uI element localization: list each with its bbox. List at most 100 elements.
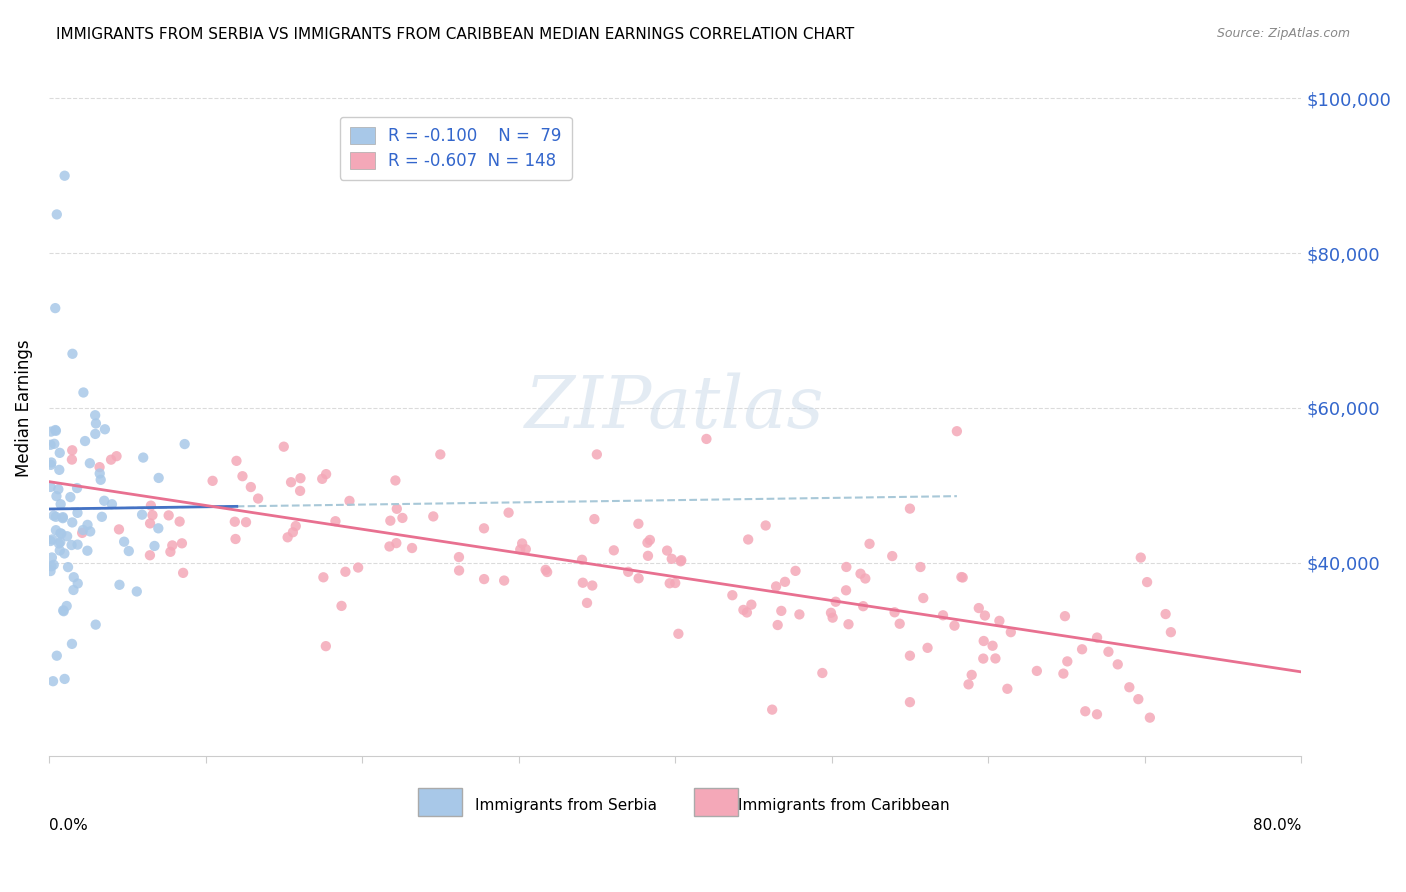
Point bbox=[170, 536, 193, 550]
Point bbox=[1053, 609, 1076, 624]
Point bbox=[42, 558, 65, 572]
Point bbox=[45, 489, 67, 503]
Point bbox=[76, 517, 98, 532]
Point bbox=[48, 536, 70, 550]
Point bbox=[509, 542, 531, 557]
Point bbox=[49, 497, 72, 511]
Point bbox=[72, 385, 94, 400]
Point bbox=[52, 510, 75, 524]
Point bbox=[335, 565, 357, 579]
Point bbox=[60, 443, 83, 458]
Point bbox=[669, 554, 692, 568]
Point bbox=[627, 516, 650, 531]
Point bbox=[1074, 704, 1097, 718]
Point bbox=[837, 617, 859, 632]
Point bbox=[378, 540, 401, 554]
Point bbox=[172, 566, 194, 580]
Point bbox=[984, 651, 1007, 665]
Point bbox=[755, 518, 778, 533]
Point bbox=[972, 651, 994, 665]
Point bbox=[765, 579, 787, 593]
Point bbox=[59, 490, 82, 504]
Point bbox=[41, 559, 63, 574]
Point bbox=[385, 501, 408, 516]
Point bbox=[721, 588, 744, 602]
Point bbox=[39, 438, 62, 452]
Text: Immigrants from Caribbean: Immigrants from Caribbean bbox=[738, 797, 949, 813]
Point bbox=[311, 472, 333, 486]
Point bbox=[284, 519, 307, 533]
Point bbox=[41, 550, 63, 565]
Point bbox=[401, 541, 423, 555]
Point bbox=[290, 471, 312, 485]
Point bbox=[62, 582, 84, 597]
Point bbox=[472, 572, 495, 586]
Point bbox=[637, 549, 659, 563]
Point bbox=[281, 525, 304, 540]
Point bbox=[960, 668, 983, 682]
Point bbox=[52, 511, 75, 525]
Point bbox=[79, 524, 101, 539]
Point bbox=[576, 596, 599, 610]
Point bbox=[112, 534, 135, 549]
Point bbox=[821, 610, 844, 624]
Point bbox=[910, 560, 932, 574]
Point bbox=[105, 449, 128, 463]
Point bbox=[49, 535, 72, 549]
Point bbox=[385, 536, 408, 550]
Point bbox=[943, 618, 966, 632]
Point bbox=[143, 539, 166, 553]
Point bbox=[339, 494, 361, 508]
Point bbox=[671, 553, 693, 567]
Point bbox=[44, 423, 66, 437]
Point bbox=[39, 458, 62, 472]
Point bbox=[1071, 642, 1094, 657]
Point bbox=[664, 576, 686, 591]
Point bbox=[72, 523, 94, 537]
Point bbox=[288, 483, 311, 498]
Point bbox=[380, 514, 402, 528]
Point bbox=[1107, 657, 1129, 672]
Point bbox=[139, 499, 162, 513]
Point bbox=[735, 606, 758, 620]
Point bbox=[617, 565, 640, 579]
Point bbox=[273, 440, 295, 454]
Point bbox=[315, 639, 337, 653]
Point bbox=[571, 553, 593, 567]
Point bbox=[770, 604, 793, 618]
Point bbox=[658, 576, 681, 591]
Point bbox=[201, 474, 224, 488]
Point bbox=[39, 564, 62, 578]
Point bbox=[655, 543, 678, 558]
Point bbox=[312, 570, 335, 584]
Point bbox=[66, 538, 89, 552]
Point bbox=[131, 508, 153, 522]
Point bbox=[1129, 550, 1152, 565]
Point bbox=[835, 583, 858, 598]
Point bbox=[852, 599, 875, 614]
Point bbox=[917, 640, 939, 655]
Point bbox=[912, 591, 935, 605]
Point bbox=[898, 501, 921, 516]
Point bbox=[224, 515, 246, 529]
Point bbox=[52, 604, 75, 618]
Point bbox=[66, 481, 89, 495]
Point bbox=[952, 570, 974, 584]
Point bbox=[1118, 680, 1140, 694]
Point bbox=[737, 533, 759, 547]
Point bbox=[53, 169, 76, 183]
Point bbox=[45, 207, 67, 221]
Text: IMMIGRANTS FROM SERBIA VS IMMIGRANTS FROM CARIBBEAN MEDIAN EARNINGS CORRELATION : IMMIGRANTS FROM SERBIA VS IMMIGRANTS FRO… bbox=[56, 27, 855, 42]
Point bbox=[472, 521, 495, 535]
Point bbox=[422, 509, 444, 524]
Point bbox=[60, 538, 83, 552]
Point bbox=[60, 452, 83, 467]
Point bbox=[581, 578, 603, 592]
Point bbox=[811, 665, 834, 680]
Point bbox=[44, 437, 66, 451]
Point bbox=[45, 648, 67, 663]
Point bbox=[55, 599, 77, 613]
Point bbox=[515, 542, 537, 557]
Point bbox=[898, 648, 921, 663]
Point bbox=[638, 533, 661, 547]
